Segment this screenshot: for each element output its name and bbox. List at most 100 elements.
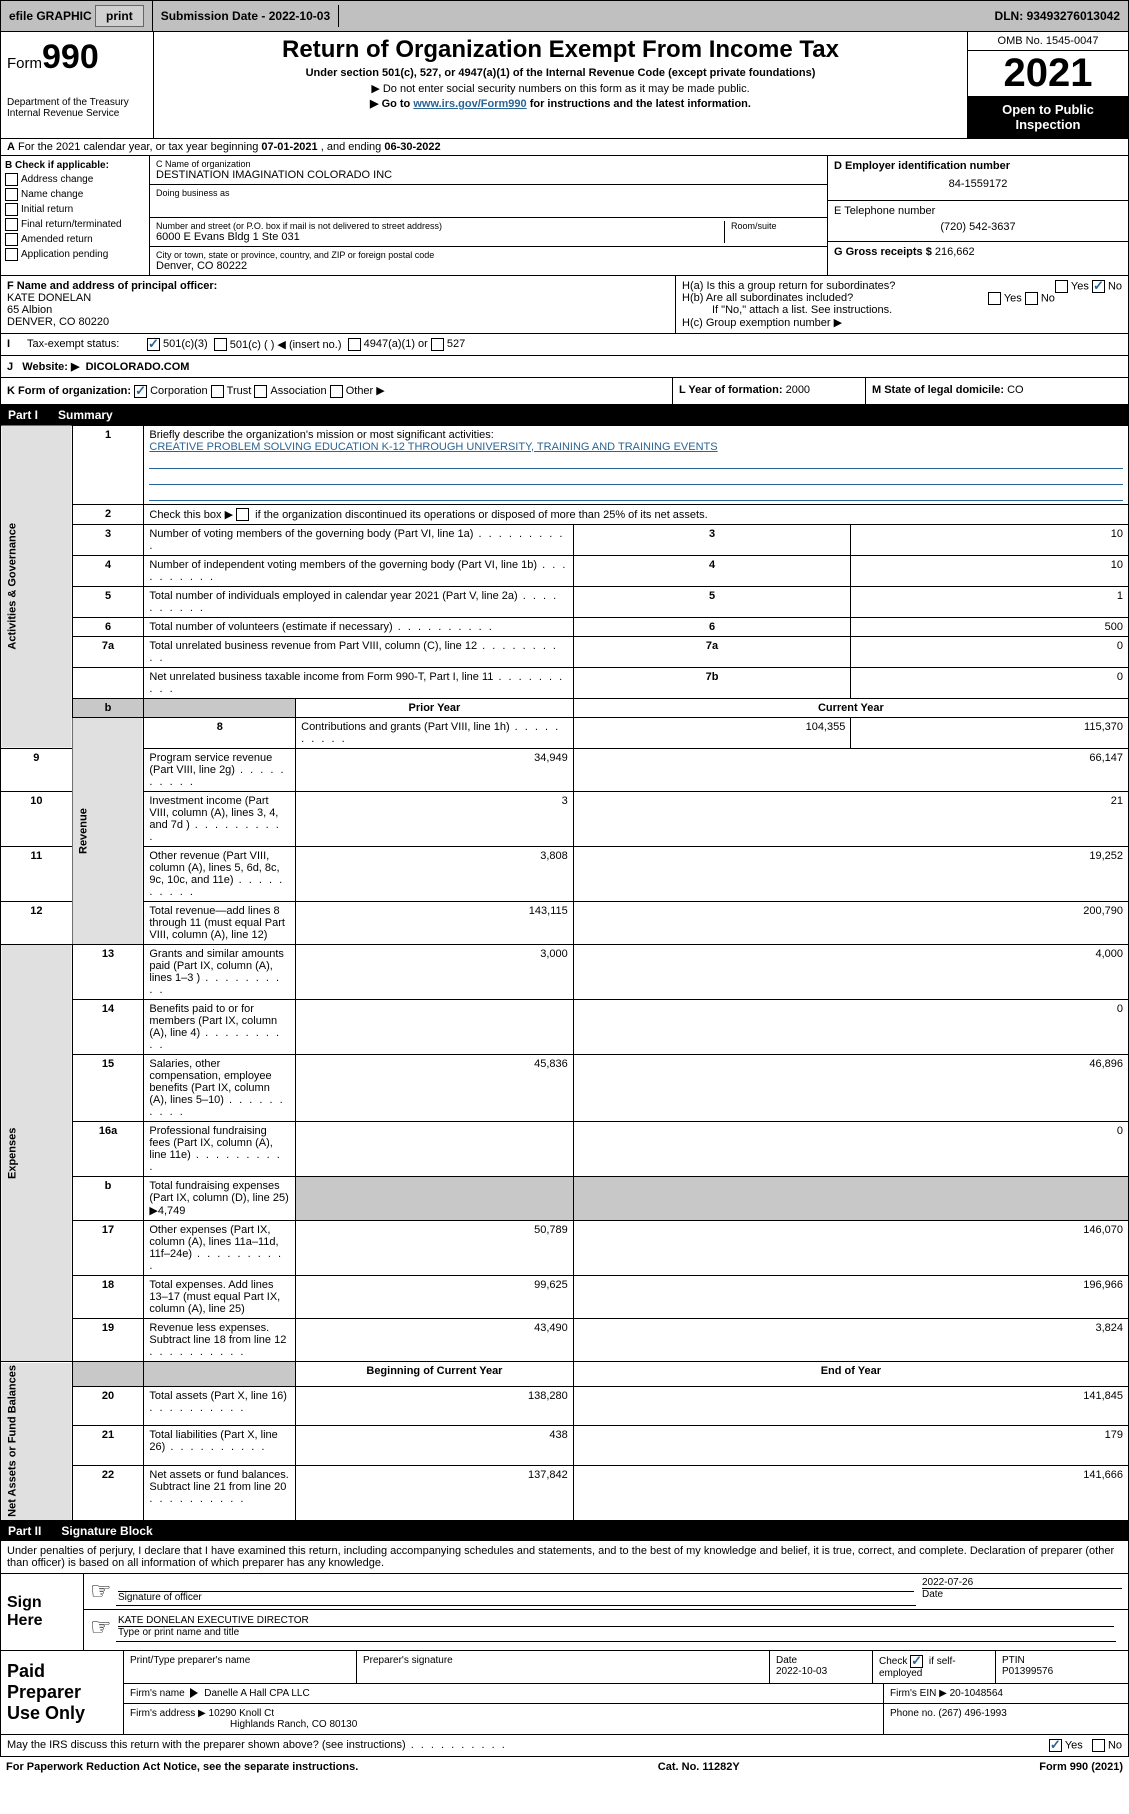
form-org-label: K Form of organization: xyxy=(7,385,131,397)
end-year-header: End of Year xyxy=(821,1365,881,1377)
part1-title: Summary xyxy=(58,408,113,422)
officer-name: KATE DONELAN xyxy=(7,292,91,304)
room-label: Room/suite xyxy=(731,221,821,231)
prep-sig-header: Preparer's signature xyxy=(357,1651,770,1683)
prep-name-header: Print/Type preparer's name xyxy=(124,1651,357,1683)
phone-label: E Telephone number xyxy=(834,205,935,217)
form-title: Return of Organization Exempt From Incom… xyxy=(158,36,963,64)
rev9-prior: 34,949 xyxy=(296,749,574,792)
form-number: Form990 xyxy=(7,38,147,77)
exp16b-label: Total fundraising expenses (Part IX, col… xyxy=(144,1177,296,1221)
cb-assoc[interactable] xyxy=(254,385,267,398)
cb-final-return[interactable] xyxy=(5,218,18,231)
rev10-prior: 3 xyxy=(296,792,574,847)
firm-ein-label: Firm's EIN ▶ xyxy=(890,1688,947,1699)
gross-receipts-value: 216,662 xyxy=(935,246,975,258)
na22-label: Net assets or fund balances. Subtract li… xyxy=(144,1465,296,1520)
cb-other[interactable] xyxy=(330,385,343,398)
cb-discontinued[interactable] xyxy=(236,508,249,521)
tax-year: 2021 xyxy=(968,51,1128,96)
firm-addr2: Highlands Ranch, CO 80130 xyxy=(230,1719,357,1730)
addr-label: Number and street (or P.O. box if mail i… xyxy=(156,221,724,231)
cb-self-employed[interactable] xyxy=(910,1655,923,1668)
sig-name-label: Type or print name and title xyxy=(118,1626,1114,1638)
row7b-val: 0 xyxy=(851,668,1129,699)
cb-address-change[interactable] xyxy=(5,173,18,186)
cb-501c[interactable] xyxy=(214,338,227,351)
privacy-note: ▶ Do not enter social security numbers o… xyxy=(158,82,963,95)
sig-name: KATE DONELAN EXECUTIVE DIRECTOR xyxy=(118,1615,309,1626)
exp14-current: 0 xyxy=(573,1000,1128,1055)
ptin-value: P01399576 xyxy=(1002,1666,1053,1677)
form-subtitle: Under section 501(c), 527, or 4947(a)(1)… xyxy=(158,67,963,79)
cb-4947[interactable] xyxy=(348,338,361,351)
rev11-current: 19,252 xyxy=(573,847,1128,902)
cb-corp[interactable] xyxy=(134,385,147,398)
cb-trust[interactable] xyxy=(211,385,224,398)
part2-number: Part II xyxy=(8,1524,41,1538)
na22-begin: 137,842 xyxy=(296,1465,574,1520)
rev8-label: Contributions and grants (Part VIII, lin… xyxy=(296,718,574,749)
dba-label: Doing business as xyxy=(156,188,821,198)
exp14-prior xyxy=(296,1000,574,1055)
rev9-label: Program service revenue (Part VIII, line… xyxy=(144,749,296,792)
firm-name-label: Firm's name xyxy=(130,1688,185,1699)
cb-501c3[interactable] xyxy=(147,338,160,351)
ein-label: D Employer identification number xyxy=(834,160,1010,172)
street-address: 6000 E Evans Bldg 1 Ste 031 xyxy=(156,231,724,243)
cb-name-change[interactable] xyxy=(5,188,18,201)
rev12-prior: 143,115 xyxy=(296,902,574,945)
discuss-question: May the IRS discuss this return with the… xyxy=(7,1739,507,1752)
firm-addr-label: Firm's address ▶ xyxy=(130,1708,206,1719)
sign-here-label: Sign Here xyxy=(1,1574,84,1650)
officer-label: F Name and address of principal officer: xyxy=(7,280,217,292)
na21-begin: 438 xyxy=(296,1426,574,1466)
org-name: DESTINATION IMAGINATION COLORADO INC xyxy=(156,169,821,181)
row3-label: Number of voting members of the governin… xyxy=(144,525,573,556)
firm-addr1: 10290 Knoll Ct xyxy=(209,1708,275,1719)
rev9-current: 66,147 xyxy=(573,749,1128,792)
ein-value: 84-1559172 xyxy=(834,172,1122,196)
city-state-zip: Denver, CO 80222 xyxy=(156,260,821,272)
exp13-current: 4,000 xyxy=(573,945,1128,1000)
current-year-header: Current Year xyxy=(818,702,884,714)
website-label: Website: ▶ xyxy=(22,361,79,373)
prep-date: 2022-10-03 xyxy=(776,1666,827,1677)
exp16b-prior xyxy=(296,1177,574,1221)
begin-year-header: Beginning of Current Year xyxy=(366,1365,502,1377)
firm-name: Danelle A Hall CPA LLC xyxy=(204,1688,309,1699)
rev11-prior: 3,808 xyxy=(296,847,574,902)
exp16a-label: Professional fundraising fees (Part IX, … xyxy=(144,1122,296,1177)
row5-val: 1 xyxy=(851,587,1129,618)
omb-number: OMB No. 1545-0047 xyxy=(968,32,1128,51)
row4-label: Number of independent voting members of … xyxy=(144,556,573,587)
cb-hb-no[interactable] xyxy=(1025,292,1038,305)
part1-number: Part I xyxy=(8,408,38,422)
print-button[interactable]: print xyxy=(95,5,144,27)
cb-initial-return[interactable] xyxy=(5,203,18,216)
paid-preparer-label: Paid Preparer Use Only xyxy=(1,1651,124,1734)
exp15-current: 46,896 xyxy=(573,1055,1128,1122)
cb-discuss-yes[interactable] xyxy=(1049,1739,1062,1752)
side-activities: Activities & Governance xyxy=(1,425,73,749)
cb-amended[interactable] xyxy=(5,233,18,246)
row7b-label: Net unrelated business taxable income fr… xyxy=(144,668,573,699)
cb-discuss-no[interactable] xyxy=(1092,1739,1105,1752)
cb-ha-no[interactable] xyxy=(1092,280,1105,293)
ptin-header: PTIN xyxy=(1002,1655,1025,1666)
exp17-prior: 50,789 xyxy=(296,1221,574,1276)
row7a-val: 0 xyxy=(851,637,1129,668)
pra-notice: For Paperwork Reduction Act Notice, see … xyxy=(6,1761,358,1773)
irs-link[interactable]: www.irs.gov/Form990 xyxy=(413,98,526,110)
cb-app-pending[interactable] xyxy=(5,248,18,261)
exp13-label: Grants and similar amounts paid (Part IX… xyxy=(144,945,296,1000)
cb-hb-yes[interactable] xyxy=(988,292,1001,305)
exp16b-current xyxy=(573,1177,1128,1221)
line1-label: Briefly describe the organization's miss… xyxy=(149,429,493,441)
dln: DLN: 93493276013042 xyxy=(987,5,1128,27)
cb-ha-yes[interactable] xyxy=(1055,280,1068,293)
na20-label: Total assets (Part X, line 16) xyxy=(144,1386,296,1426)
hc-exemption: H(c) Group exemption number ▶ xyxy=(682,316,1122,329)
sig-officer-label: Signature of officer xyxy=(118,1591,914,1603)
cb-527[interactable] xyxy=(431,338,444,351)
